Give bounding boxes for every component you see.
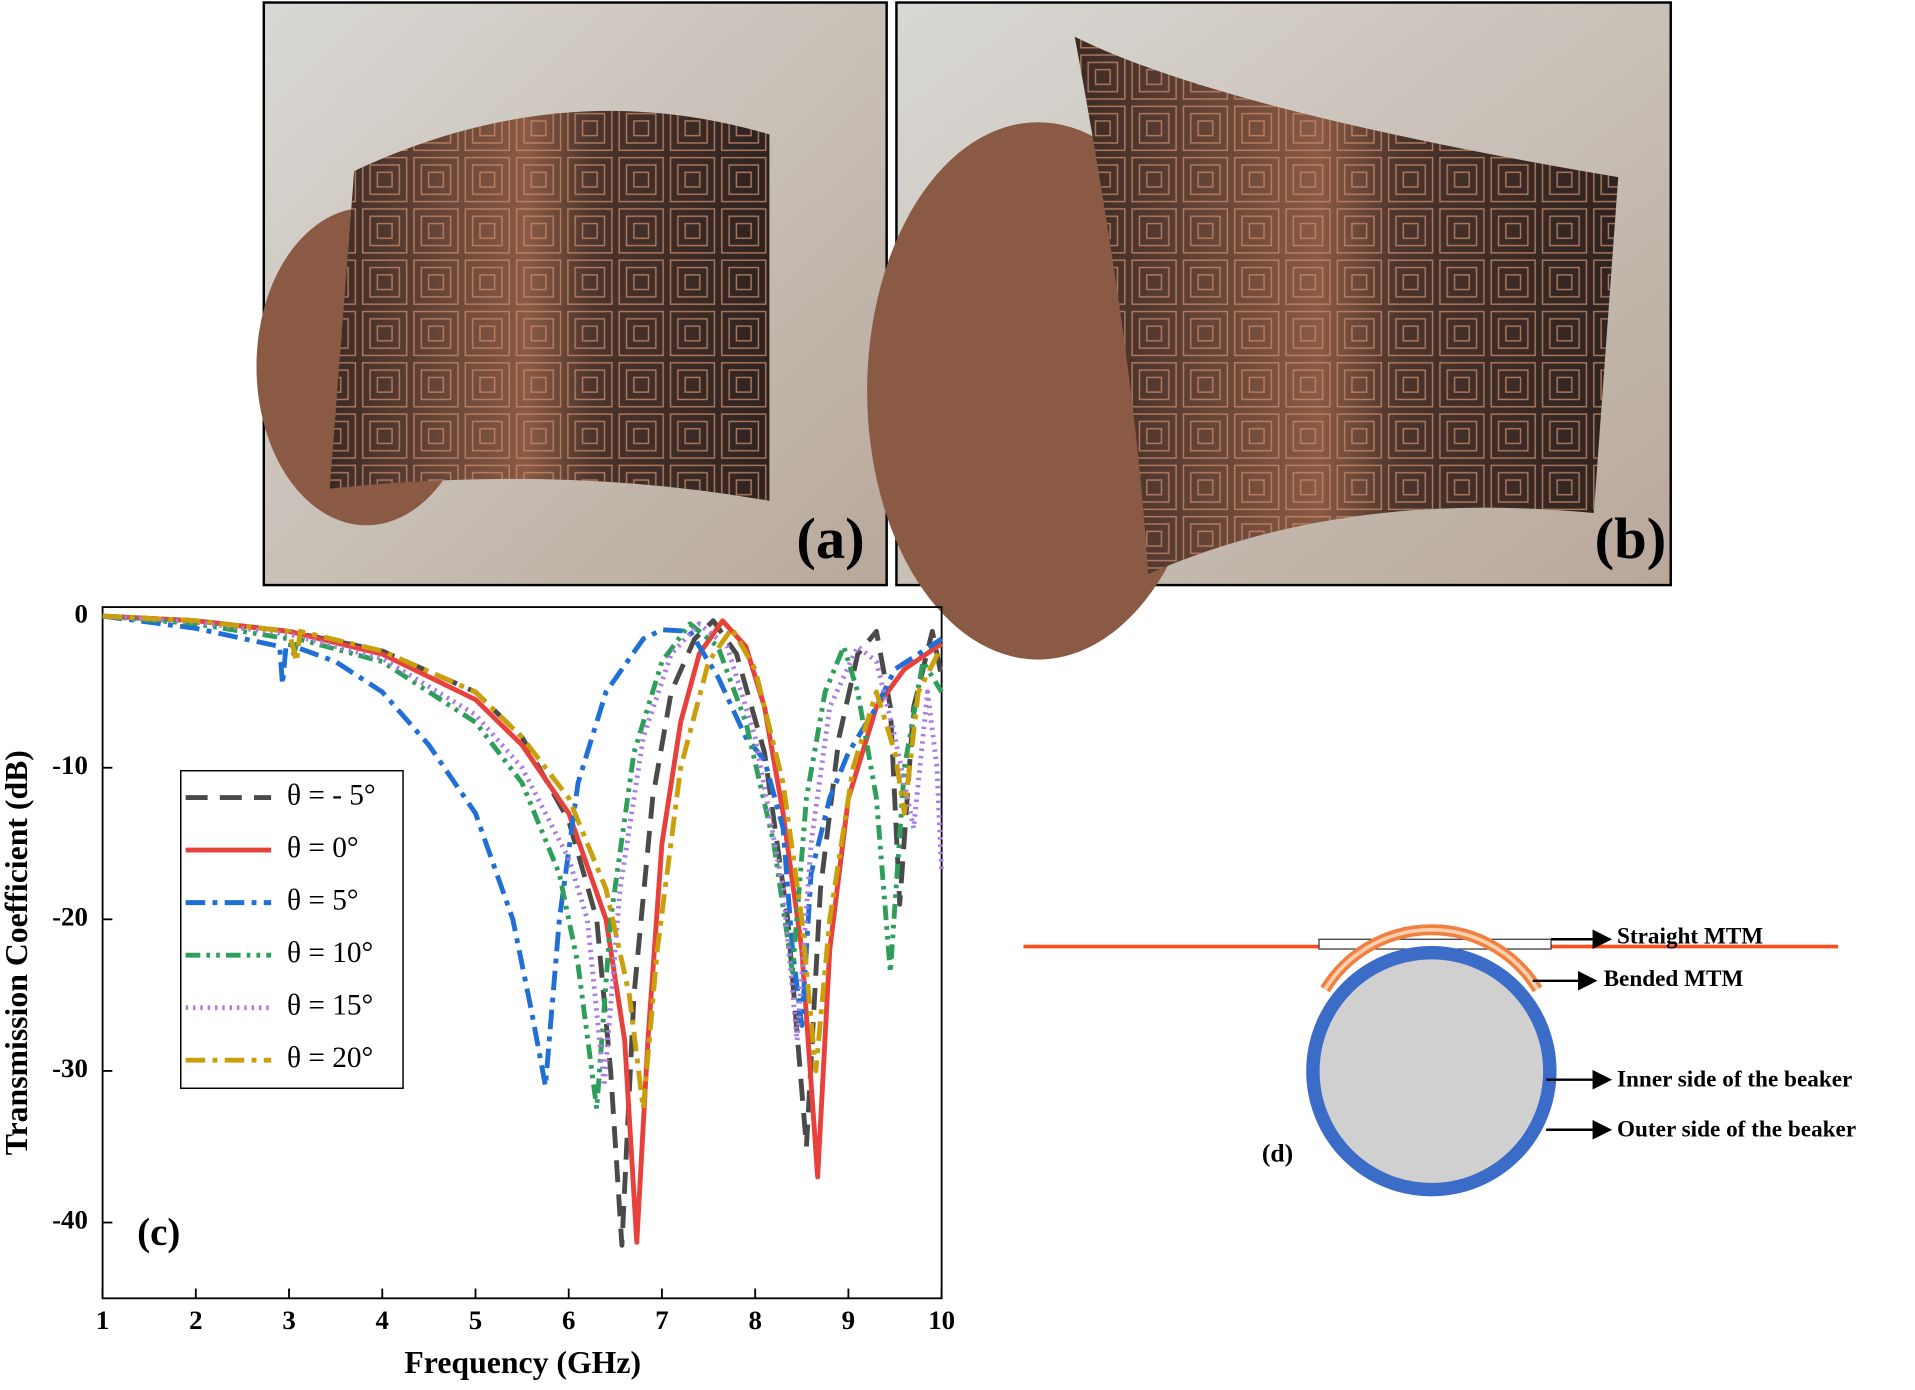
legend-label: θ = 15° — [287, 989, 373, 1021]
x-tick-label: 5 — [469, 1305, 482, 1335]
line — [102, 613, 945, 1248]
photo-a: (a) — [256, 1, 888, 587]
x-tick-label: 10 — [928, 1305, 955, 1335]
legend-label: θ = - 5° — [287, 779, 376, 811]
y-tick-label: -20 — [52, 902, 88, 932]
x-tick-label: 3 — [282, 1305, 295, 1335]
photo-label: (b) — [1595, 506, 1667, 571]
y-tick-label: 0 — [74, 598, 87, 628]
x-tick-label: 4 — [376, 1305, 389, 1335]
beaker — [1306, 945, 1557, 1197]
annotation: Bended MTM — [1604, 966, 1744, 992]
chart: Frequency (GHz) Transmission Coefficient… — [0, 598, 955, 1379]
y-tick-label: -40 — [52, 1205, 88, 1235]
annotation: Straight MTM — [1617, 923, 1763, 949]
x-tick-label: 2 — [189, 1305, 202, 1335]
line — [102, 613, 945, 1089]
y-tick-label: -30 — [52, 1053, 88, 1083]
y-tick-label: -10 — [52, 750, 88, 780]
bended-mtm-inner — [1323, 927, 1540, 991]
legend-label: θ = 0° — [287, 832, 359, 864]
x-tick-label: 1 — [96, 1305, 109, 1335]
diagram: Straight MTM Bended MTM Inner side of th… — [1023, 923, 1856, 1197]
plot-frame — [101, 606, 943, 1300]
line — [102, 613, 944, 1112]
x-tick-label: 6 — [562, 1305, 575, 1335]
annotation: Inner side of the beaker — [1617, 1066, 1852, 1092]
photo-label: (a) — [796, 506, 864, 571]
line — [102, 613, 944, 1245]
line — [102, 613, 943, 1089]
legend-box — [180, 769, 404, 1089]
panel-label: (c) — [137, 1211, 180, 1254]
x-tick-label: 7 — [655, 1305, 668, 1335]
line — [102, 613, 944, 1112]
x-tick-label: 8 — [748, 1305, 761, 1335]
x-axis-label: Frequency (GHz) — [404, 1345, 641, 1380]
y-axis-label: Transmission Coefficient (dB) — [0, 750, 34, 1155]
x-tick-label: 9 — [842, 1305, 855, 1335]
photo-b: (b) — [867, 1, 1672, 660]
legend-label: θ = 5° — [287, 884, 359, 916]
legend-label: θ = 20° — [287, 1042, 373, 1074]
annotation: Outer side of the beaker — [1617, 1116, 1856, 1142]
legend-label: θ = 10° — [287, 937, 373, 969]
panel-label: (d) — [1262, 1138, 1293, 1167]
